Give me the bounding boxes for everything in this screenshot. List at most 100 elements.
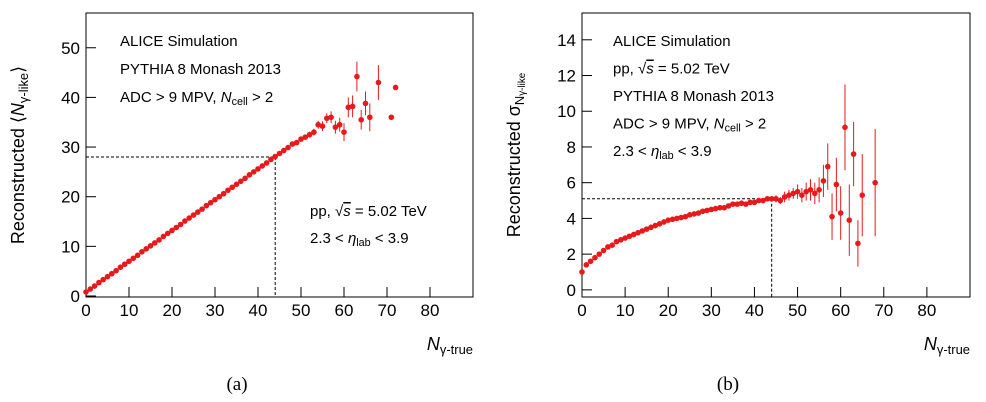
text-part: lab [659, 150, 673, 162]
y-tick-label: 0 [567, 281, 576, 300]
data-point [652, 222, 659, 229]
panel-caption: (b) [717, 374, 739, 395]
x-tick-label: 10 [616, 301, 635, 320]
text-part: N [924, 334, 938, 354]
data-point [833, 181, 840, 188]
text-part: cell [725, 123, 741, 135]
data-point [648, 224, 654, 231]
data-point [622, 235, 628, 241]
annotation: ADC > 9 MPV, Ncell > 2 [120, 89, 273, 108]
data-point [678, 214, 684, 221]
data-point [345, 104, 352, 111]
data-point [803, 188, 809, 195]
data-point [212, 196, 218, 203]
data-point [855, 240, 861, 247]
text-part: N [221, 89, 232, 106]
annotation: ALICE Simulation [120, 33, 238, 50]
y-tick-label: 40 [61, 88, 80, 107]
text-part: η [651, 143, 659, 160]
data-point [626, 233, 633, 240]
data-point [837, 210, 844, 216]
data-point [755, 197, 762, 204]
data-point [781, 194, 788, 200]
data-point [272, 153, 279, 160]
data-point [225, 187, 231, 194]
data-point [259, 163, 266, 169]
data-point [725, 203, 732, 209]
data-point [639, 228, 646, 234]
data-point [777, 197, 784, 204]
data-point [117, 264, 124, 271]
annotation: pp, √s = 5.02 TeV [310, 203, 427, 220]
data-point [596, 251, 603, 257]
text-part: N [427, 334, 441, 354]
x-tick-label: 30 [206, 301, 225, 320]
data-point [669, 216, 676, 223]
data-point [298, 136, 304, 142]
x-tick-label: 80 [917, 301, 936, 320]
data-point [656, 220, 663, 227]
x-tick-label: 30 [702, 301, 721, 320]
data-point [315, 121, 322, 128]
data-point [824, 163, 831, 170]
text-part: 2.3 < [613, 143, 651, 160]
data-point [850, 151, 857, 157]
text-part: < 3.9 [371, 230, 409, 247]
data-point [751, 199, 758, 206]
y-tick-label: 10 [61, 237, 80, 256]
x-tick-label: 40 [745, 301, 764, 320]
data-point [872, 179, 878, 186]
data-point [186, 215, 192, 221]
data-point [164, 230, 171, 237]
y-tick-label: 30 [61, 138, 80, 157]
data-point [600, 247, 607, 254]
data-point [392, 84, 399, 91]
text-part: > 2 [248, 89, 273, 106]
data-point [83, 289, 89, 295]
data-point [203, 202, 210, 209]
data-point [721, 204, 728, 211]
text-part: γ-like [16, 73, 31, 103]
data-point [87, 286, 94, 292]
data-point [100, 276, 106, 283]
y-tick-label: 12 [557, 67, 576, 86]
data-point [306, 131, 313, 138]
x-tick-label: 0 [81, 301, 90, 320]
data-point [324, 115, 330, 122]
data-point [665, 217, 672, 223]
data-point [160, 233, 167, 240]
text-part: pp, √ [310, 203, 344, 220]
data-point [173, 224, 180, 231]
data-point [143, 246, 149, 252]
plot-frame [581, 12, 971, 298]
data-point [674, 215, 680, 222]
text-part: γ-like [517, 72, 528, 96]
data-point [699, 208, 706, 215]
data-point [738, 200, 745, 207]
x-axis-title: Nγ-true [924, 334, 970, 357]
y-tick-label: 6 [567, 174, 576, 193]
data-point [104, 273, 111, 280]
data-point [704, 207, 710, 214]
data-point [773, 195, 779, 202]
x-axis-title: Nγ-true [427, 334, 473, 357]
data-point [768, 195, 775, 202]
y-tick-label: 2 [567, 245, 576, 264]
x-tick-label: 50 [292, 301, 311, 320]
data-point [349, 103, 356, 110]
data-point [362, 100, 369, 107]
annotation: ADC > 9 MPV, Ncell > 2 [613, 116, 766, 135]
data-point [829, 213, 835, 220]
data-point [807, 187, 814, 193]
y-tick-label: 8 [567, 138, 576, 157]
data-point [250, 169, 257, 175]
text-part: γ-true [937, 342, 970, 357]
data-point [695, 210, 702, 216]
data-point [592, 254, 598, 261]
data-point [242, 175, 248, 182]
data-point [182, 218, 188, 224]
data-point [686, 212, 693, 218]
data-point [661, 219, 667, 225]
text-part: N [8, 102, 28, 116]
data-point [605, 244, 611, 250]
